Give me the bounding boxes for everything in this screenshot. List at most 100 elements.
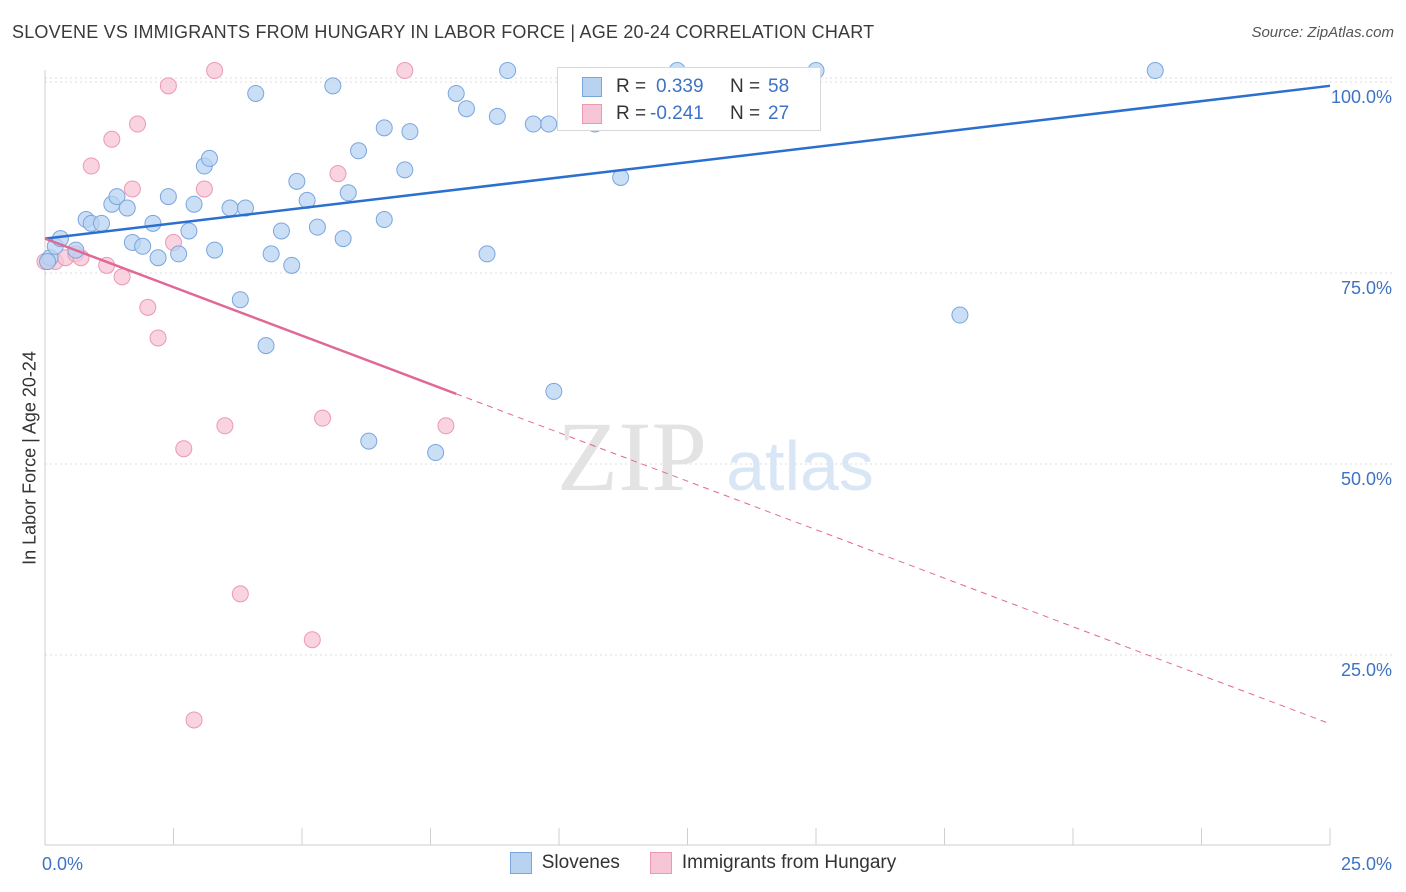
hungary-point-18 [206,62,224,80]
legend-row-slovenes: R = 0.339 N = 58 [582,75,789,99]
slovene-point-45 [488,107,506,125]
slovene-point-34 [339,184,357,202]
slovene-point-57 [39,253,57,271]
slovene-point-41 [427,444,445,462]
slovene-point-25 [257,337,275,355]
chart-title: SLOVENE VS IMMIGRANTS FROM HUNGARY IN LA… [12,22,875,42]
slovene-point-6 [93,214,111,232]
slovene-point-32 [324,77,342,95]
slovene-point-55 [951,306,969,324]
x-tick-label-25: 25.0% [1341,854,1392,874]
hungary-point-7 [103,130,121,148]
x-tick-label-0: 0.0% [42,854,83,874]
slovene-point-48 [540,115,558,133]
hungary-point-15 [175,440,193,458]
hungary-point-25 [437,417,455,435]
legend-n-value: 27 [768,103,790,124]
legend-label-hungary: Immigrants from Hungary [681,852,897,873]
slovene-point-23 [236,199,254,217]
slovene-point-46 [499,62,517,80]
hungary-point-22 [314,409,332,427]
legend-item-hungary[interactable]: Immigrants from Hungary [649,852,897,874]
y-tick-label-25: 25.0% [1341,660,1392,680]
slovene-point-43 [457,100,475,118]
slovene-point-29 [288,172,306,190]
correlation-legend: R = 0.339 N = 58 R = -0.241 N = 27 [557,67,821,131]
hungary-point-11 [139,298,157,316]
watermark-atlas: atlas [726,427,874,505]
slovene-point-42 [447,84,465,102]
series-immigrants-from-hungary-points [36,62,455,729]
slovene-point-56 [1146,62,1164,80]
slovene-point-49 [545,382,563,400]
legend-swatch-slovenes [509,852,532,874]
trend-lines [44,84,1331,725]
hungary-point-12 [149,329,167,347]
slovene-point-28 [283,256,301,274]
legend-n-label: N = [730,76,761,97]
hungary-point-16 [185,711,203,729]
watermark: ZIP atlas [557,401,874,512]
slovene-point-47 [524,115,542,133]
slovene-point-13 [149,249,167,267]
y-tick-label-100: 100.0% [1331,87,1392,107]
trend-line-slovenes [44,84,1331,240]
hungary-point-10 [129,115,147,133]
slovene-point-37 [375,119,393,137]
slovene-point-17 [185,195,203,213]
slovene-point-38 [375,211,393,229]
slovene-point-9 [118,199,136,217]
slovene-point-39 [396,161,414,179]
tick-labels: 25.0% 50.0% 75.0% 100.0% 0.0% 25.0% [42,87,1392,874]
slovene-point-24 [247,84,265,102]
trend-line-hungary-dashed [456,393,1331,725]
slovene-point-27 [272,222,290,240]
hungary-point-21 [303,631,321,649]
legend-r-label: R = [616,103,647,124]
watermark-zip: ZIP [557,401,707,512]
slovene-point-33 [334,230,352,248]
legend-r-label: R = [616,76,647,97]
slovene-point-14 [159,188,177,206]
hungary-point-8 [113,268,131,286]
hungary-point-5 [82,157,100,175]
slovene-point-26 [262,245,280,263]
legend-r-value: 0.339 [656,76,704,97]
slovene-point-16 [180,222,198,240]
slovene-point-12 [144,214,162,232]
slovene-point-40 [401,123,419,141]
legend-n-value: 58 [768,76,790,97]
trend-line-hungary-solid [44,237,457,396]
slovene-point-11 [134,237,152,255]
slovene-point-22 [231,291,249,309]
legend-swatch-pink [582,104,602,124]
hungary-point-24 [396,62,414,80]
y-axis-label: In Labor Force | Age 20-24 [19,351,40,565]
hungary-point-19 [216,417,234,435]
legend-n-label: N = [730,103,761,124]
slovene-point-8 [108,188,126,206]
axes-layer [44,70,1331,846]
slovene-point-21 [221,199,239,217]
legend-item-slovenes[interactable]: Slovenes [509,852,620,874]
slovene-point-20 [206,241,224,259]
series-legend: Slovenes Immigrants from Hungary [0,852,1406,874]
grid-layer [45,77,1392,656]
hungary-point-20 [231,585,249,603]
slovene-point-35 [350,142,368,160]
y-tick-label-50: 50.0% [1341,469,1392,489]
slovene-point-36 [360,432,378,450]
slovene-point-44 [478,245,496,263]
slovene-point-31 [308,218,326,236]
hungary-point-23 [329,165,347,183]
legend-r-value: -0.241 [650,103,704,124]
slovene-point-15 [170,245,188,263]
legend-swatch-blue [582,77,602,97]
y-tick-label-75: 75.0% [1341,278,1392,298]
legend-label-slovenes: Slovenes [541,852,620,873]
hungary-point-17 [195,180,213,198]
legend-swatch-hungary [649,852,672,874]
legend-row-hungary: R = -0.241 N = 27 [582,102,789,126]
hungary-point-9 [123,180,141,198]
